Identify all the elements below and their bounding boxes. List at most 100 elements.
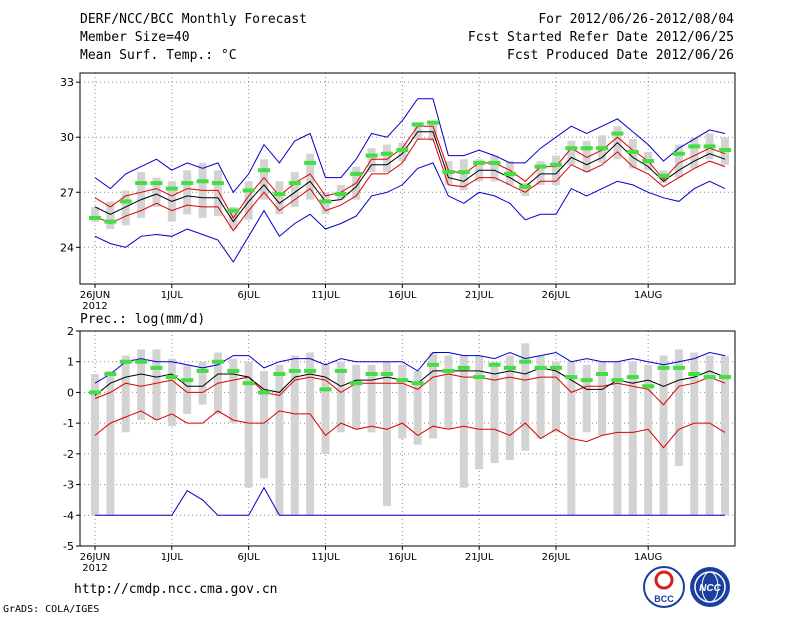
prec-spread-box xyxy=(167,358,176,427)
prec-spread-box xyxy=(444,355,453,430)
prec-spread-box xyxy=(521,343,530,451)
prec-spread-box xyxy=(582,364,591,433)
prec-x-tick-label: 1AUG xyxy=(634,552,662,563)
source-url[interactable]: http://cmdp.ncc.cma.gov.cn xyxy=(74,582,278,597)
temp-series-lower xyxy=(94,162,726,263)
prec-series-upper-red xyxy=(94,373,726,406)
forecast-period: For 2012/06/26-2012/08/04 xyxy=(538,12,734,27)
temp-spread-box xyxy=(91,206,99,222)
prec-spread-box xyxy=(505,355,514,460)
temp-x-tick-label: 21JUL xyxy=(465,290,494,301)
temp-spread-box xyxy=(290,172,299,207)
prec-spread-box xyxy=(598,361,607,436)
prec-spread-box xyxy=(91,374,99,516)
temp-spread-box xyxy=(106,201,115,229)
prec-series-upper xyxy=(94,351,726,384)
temp-spread-box xyxy=(137,172,146,218)
temp-spread-box xyxy=(367,148,376,173)
temp-series-upper-red xyxy=(94,125,726,219)
prec-spread-box xyxy=(152,349,161,421)
prec-spread-box xyxy=(674,349,683,467)
prec-spread-box xyxy=(413,370,422,445)
prec-x-tick-label: 16JUL xyxy=(388,552,417,563)
prec-x-tick-label: 26JUN xyxy=(80,552,110,563)
prec-spread-box xyxy=(628,361,637,516)
temp-spread-box xyxy=(275,181,284,215)
temp-y-tick-label: 27 xyxy=(60,186,74,199)
prec-spread-box xyxy=(275,364,284,516)
prec-spread-box xyxy=(398,364,407,439)
prec-spread-box xyxy=(321,364,330,454)
prec-y-tick-label: -5 xyxy=(63,540,74,553)
forecast-produced-date: Fcst Produced Date 2012/06/26 xyxy=(507,48,734,63)
prec-y-tick-label: 1 xyxy=(67,356,74,369)
temp-spread-box xyxy=(567,140,576,165)
temp-series-upper xyxy=(94,98,726,194)
prec-spread-box xyxy=(551,361,560,433)
prec-y-tick-label: -2 xyxy=(63,448,74,461)
temp-spread-box xyxy=(521,183,530,196)
prec-y-tick-label: -1 xyxy=(63,417,74,430)
temp-y-tick-label: 30 xyxy=(60,131,74,144)
temp-spread-box xyxy=(582,140,591,173)
prec-panel-title: Prec.: log(mm/d) xyxy=(80,312,205,327)
bcc-logo: BCC xyxy=(643,566,685,608)
temp-spread-box xyxy=(459,159,468,191)
prec-y-tick-label: -4 xyxy=(63,509,74,522)
temp-spread-box xyxy=(690,137,699,169)
prec-spread-box xyxy=(121,355,130,433)
temp-series-lower-red xyxy=(94,138,726,232)
temp-x-tick-label: 1AUG xyxy=(634,290,662,301)
temp-y-tick-label: 24 xyxy=(60,241,74,254)
prec-y-tick-label: -3 xyxy=(63,479,74,492)
temp-x-tick-label: 11JUL xyxy=(311,290,340,301)
prec-spread-box xyxy=(659,355,668,516)
temp-spread-box xyxy=(306,153,315,200)
prec-y-tick-label: 0 xyxy=(67,386,74,399)
temp-spread-box xyxy=(413,122,422,140)
temp-y-tick-label: 33 xyxy=(60,76,74,89)
prec-spread-box xyxy=(382,361,391,507)
temp-x-tick-label: 1JUL xyxy=(161,290,184,301)
prec-spread-box xyxy=(613,361,622,516)
forecast-started-date: Fcst Started Refer Date 2012/06/25 xyxy=(467,30,734,45)
prec-series-lower xyxy=(95,486,725,516)
temp-spread-box xyxy=(674,144,683,178)
prec-plot-frame xyxy=(79,330,736,547)
prec-spread-box xyxy=(137,349,146,421)
temp-x-tick-label: 26JUL xyxy=(542,290,571,301)
prec-spread-box xyxy=(721,355,729,516)
prec-spread-box xyxy=(367,364,376,433)
svg-text:BCC: BCC xyxy=(654,594,674,604)
prec-x-tick-label: 11JUL xyxy=(311,552,340,563)
prec-x-tick-label: 26JUL xyxy=(542,552,571,563)
temp-spread-box xyxy=(260,159,269,200)
chart-title: DERF/NCC/BCC Monthly Forecast xyxy=(80,12,307,27)
prec-spread-box xyxy=(260,370,269,479)
temp-x-tick-label: 6JUL xyxy=(238,290,261,301)
prec-x-tick-label: 21JUL xyxy=(465,552,494,563)
prec-spread-box xyxy=(705,355,714,516)
prec-x-year-label: 2012 xyxy=(82,563,107,574)
temp-plot-frame xyxy=(79,72,736,285)
prec-series-lower-red xyxy=(94,410,726,449)
prec-x-tick-label: 6JUL xyxy=(238,552,261,563)
temp-spread-box xyxy=(183,170,192,215)
svg-text:NCC: NCC xyxy=(699,583,721,594)
grads-credit: GrADS: COLA/IGES xyxy=(3,604,100,615)
prec-spread-box xyxy=(198,361,207,405)
variable-label: Mean Surf. Temp.: °C xyxy=(80,48,237,63)
temp-x-tick-label: 16JUL xyxy=(388,290,417,301)
prec-y-tick-label: 2 xyxy=(67,325,74,338)
temp-spread-box xyxy=(382,144,391,173)
prec-spread-box xyxy=(490,361,499,464)
temp-x-tick-label: 26JUN xyxy=(80,290,110,301)
temp-series-mean xyxy=(94,131,726,223)
temp-spread-box xyxy=(536,161,545,185)
temp-spread-box xyxy=(429,120,438,141)
prec-spread-box xyxy=(644,364,653,516)
prec-spread-box xyxy=(459,355,468,488)
prec-x-tick-label: 1JUL xyxy=(161,552,184,563)
prec-spread-box xyxy=(690,352,699,516)
